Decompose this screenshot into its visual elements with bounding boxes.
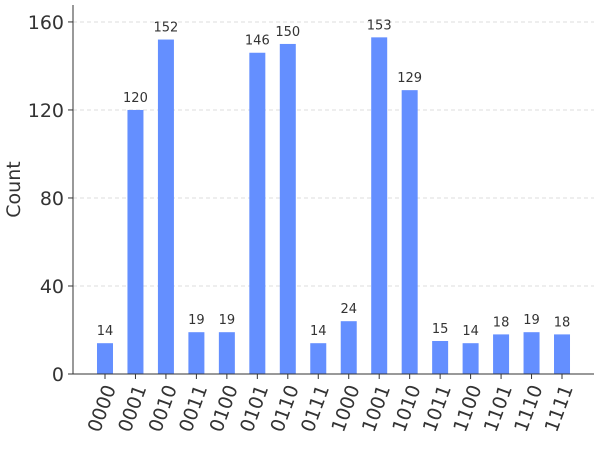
data-label: 15 xyxy=(432,322,449,337)
data-label: 120 xyxy=(123,91,148,106)
data-label: 19 xyxy=(219,313,236,328)
bar xyxy=(401,90,418,375)
bar xyxy=(188,332,205,374)
data-label: 19 xyxy=(523,313,540,328)
data-label: 19 xyxy=(188,313,205,328)
data-label: 24 xyxy=(340,302,357,317)
data-label: 129 xyxy=(397,71,422,86)
data-label: 18 xyxy=(493,315,510,330)
data-label: 150 xyxy=(275,25,300,40)
bar xyxy=(218,332,235,374)
data-label: 152 xyxy=(154,21,179,36)
bar xyxy=(432,340,449,374)
bar xyxy=(279,43,296,375)
bar xyxy=(96,343,113,374)
y-tick-label: 0 xyxy=(52,364,64,386)
y-tick-label: 160 xyxy=(28,12,64,34)
bar xyxy=(310,343,327,374)
data-label: 146 xyxy=(245,34,270,49)
bar xyxy=(523,332,540,374)
bar xyxy=(371,37,388,374)
y-axis-label: Count xyxy=(3,161,25,217)
bar xyxy=(493,334,510,374)
data-label: 18 xyxy=(554,315,571,330)
bar xyxy=(554,334,571,374)
data-label: 153 xyxy=(367,18,392,33)
bar xyxy=(157,39,174,374)
bar xyxy=(249,52,266,374)
bar xyxy=(462,343,479,374)
data-label: 14 xyxy=(310,324,327,339)
y-tick-label: 120 xyxy=(28,100,64,122)
bar xyxy=(340,321,357,374)
bar xyxy=(127,109,144,375)
y-tick-label: 40 xyxy=(40,276,64,298)
y-tick-label: 80 xyxy=(40,188,64,210)
data-label: 14 xyxy=(462,324,479,339)
data-label: 14 xyxy=(97,324,114,339)
